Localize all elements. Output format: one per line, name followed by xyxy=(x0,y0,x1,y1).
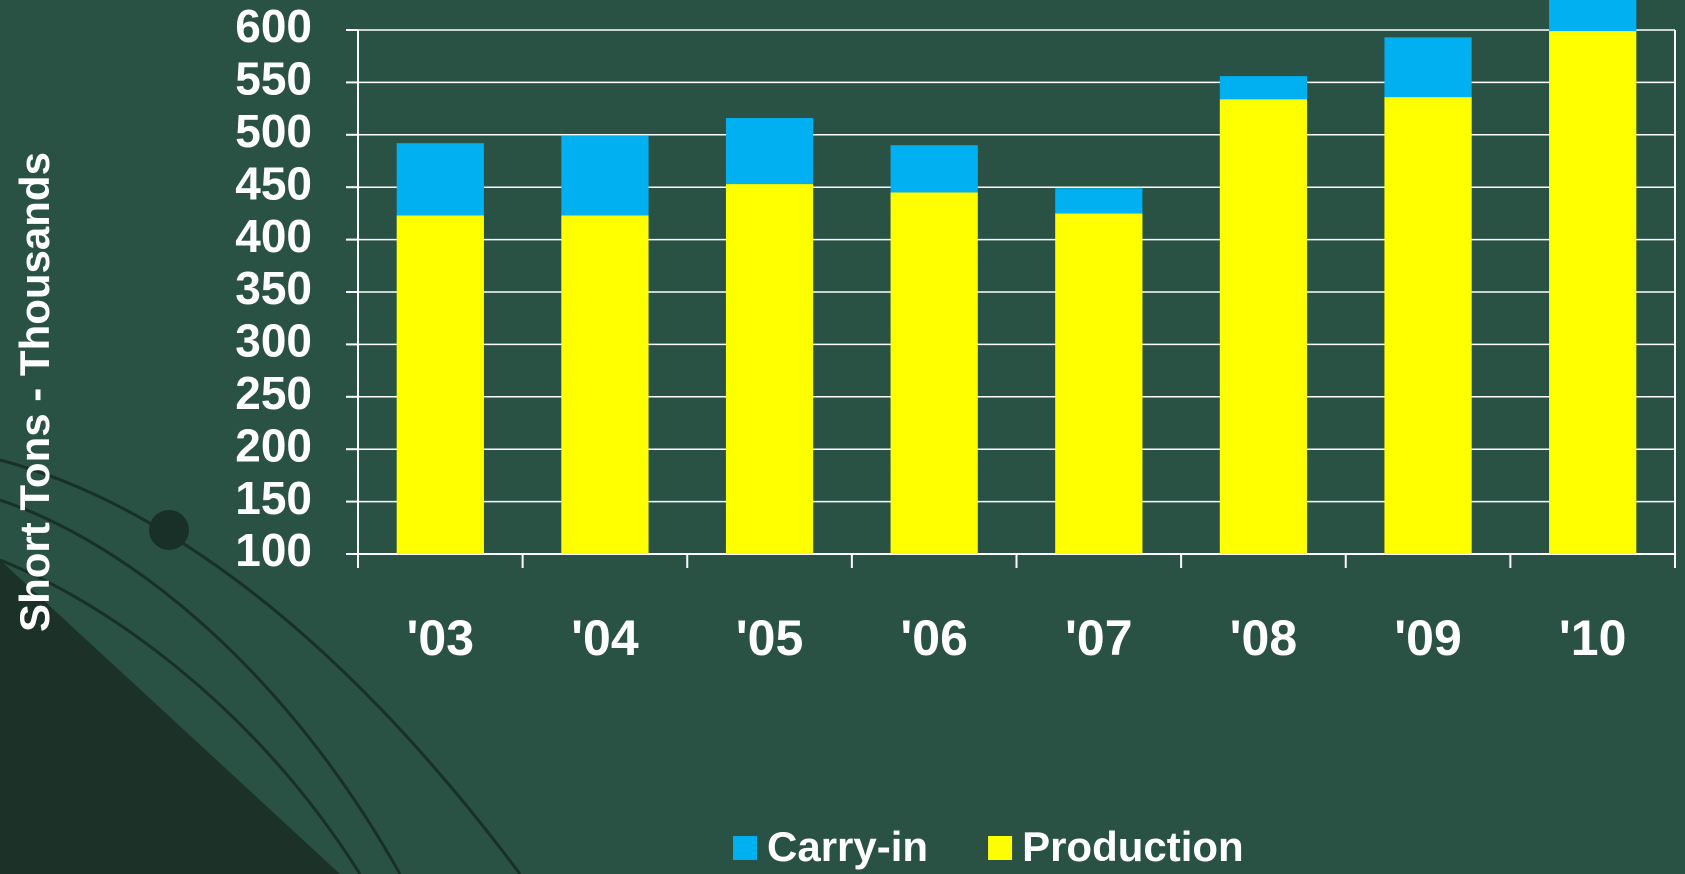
legend-swatch xyxy=(733,836,757,860)
y-tick-label: 600 xyxy=(235,0,312,52)
bar-segment xyxy=(1549,31,1637,555)
curve xyxy=(0,558,362,874)
y-tick-label: 350 xyxy=(235,262,312,314)
y-tick-label: 300 xyxy=(235,315,312,367)
x-tick-label: '10 xyxy=(1559,610,1627,666)
bar-segment xyxy=(396,215,484,554)
x-tick-label: '03 xyxy=(407,610,475,666)
x-tick-label: '09 xyxy=(1394,610,1462,666)
bar-segment xyxy=(890,192,978,554)
legend-label: Carry-in xyxy=(767,823,928,870)
x-tick-label: '06 xyxy=(900,610,968,666)
y-tick-label: 400 xyxy=(235,210,312,262)
bar-segment xyxy=(1384,97,1472,555)
bar-segment xyxy=(725,184,814,554)
dark-corner xyxy=(0,560,340,874)
bar-segment xyxy=(890,145,978,193)
x-tick-label: '04 xyxy=(571,610,639,666)
y-tick-label: 200 xyxy=(235,419,312,471)
bar-segment xyxy=(1219,76,1308,100)
bar-segment xyxy=(396,143,484,216)
y-tick-label: 550 xyxy=(235,53,312,105)
curve xyxy=(0,458,522,874)
decoration xyxy=(0,458,522,874)
legend-swatch xyxy=(988,836,1013,860)
legend-label: Production xyxy=(1022,823,1244,870)
bar-segment xyxy=(561,135,649,216)
bar-segment xyxy=(1055,213,1143,554)
bar-segment xyxy=(1549,0,1637,32)
bar-segment xyxy=(1384,37,1472,98)
curve xyxy=(0,498,402,874)
y-tick-label: 450 xyxy=(235,157,312,209)
bar-segment xyxy=(561,215,649,554)
dot xyxy=(149,510,189,550)
y-tick-label: 250 xyxy=(235,367,312,419)
bar-segment xyxy=(1219,99,1308,554)
x-tick-label: '07 xyxy=(1065,610,1133,666)
x-tick-label: '05 xyxy=(736,610,804,666)
y-tick-label: 150 xyxy=(235,472,312,524)
bar-segment xyxy=(725,118,814,185)
y-tick-label: 500 xyxy=(235,105,312,157)
x-tick-label: '08 xyxy=(1230,610,1298,666)
bar-segment xyxy=(1055,188,1143,214)
y-axis-label: Short Tons - Thousands xyxy=(11,152,58,632)
y-tick-label: 100 xyxy=(235,524,312,576)
